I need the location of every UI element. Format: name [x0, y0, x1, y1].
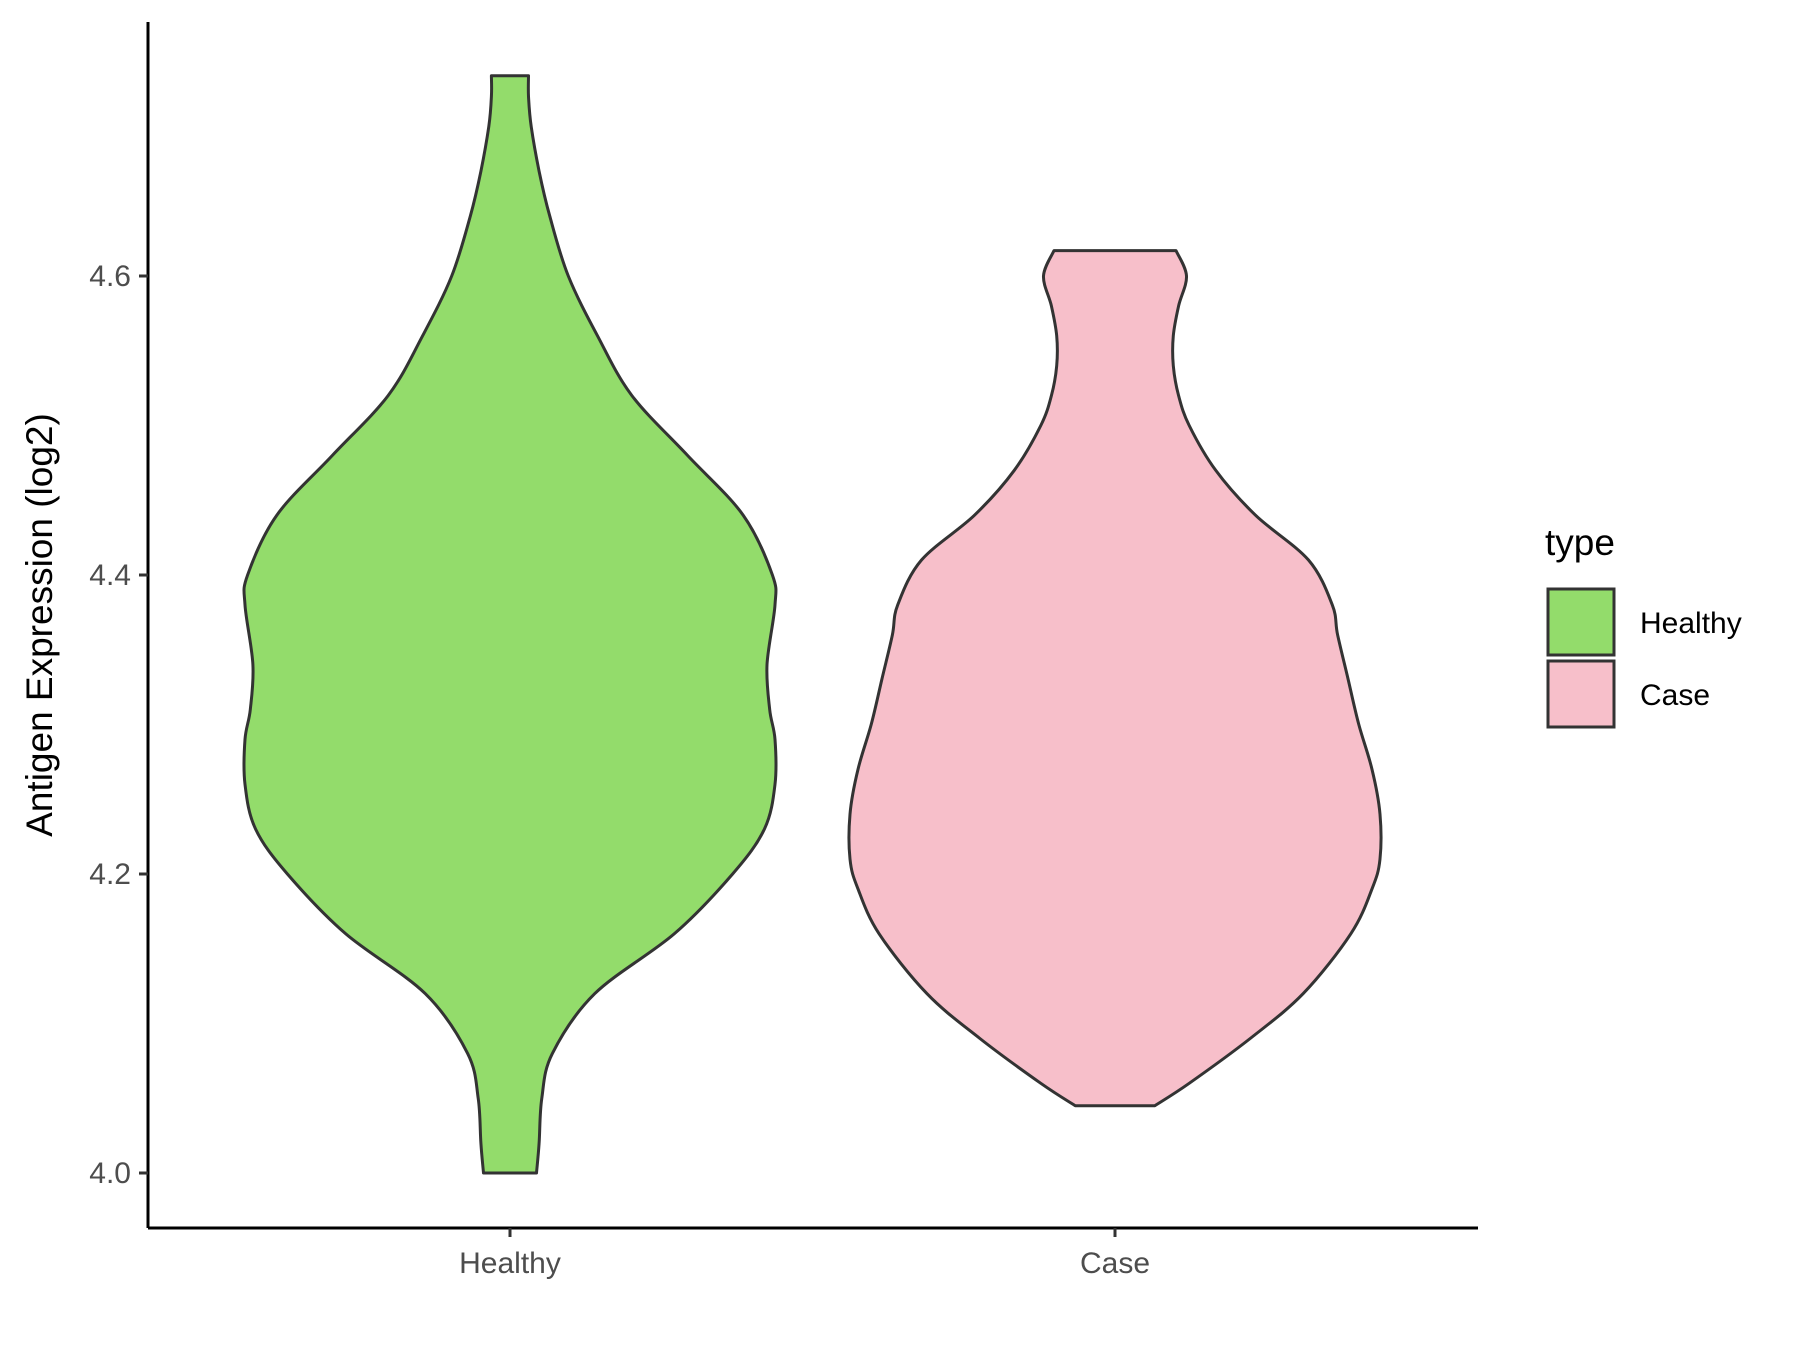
y-axis-title: Antigen Expression (log2)	[19, 413, 60, 837]
y-tick-label: 4.0	[89, 1157, 131, 1190]
legend-title: type	[1545, 522, 1615, 563]
violin-case	[847, 249, 1383, 1108]
y-tick-label: 4.2	[89, 858, 131, 891]
legend: type Healthy Case	[1545, 522, 1742, 729]
y-tick-label: 4.6	[89, 260, 131, 293]
axes-layer: 4.0 4.2 4.4 4.6 Healthy Case	[89, 22, 1478, 1280]
violin-healthy	[242, 74, 778, 1175]
legend-label-healthy: Healthy	[1640, 607, 1742, 640]
legend-label-case: Case	[1640, 679, 1710, 712]
violins-layer	[242, 74, 1383, 1175]
legend-key-case	[1546, 659, 1616, 729]
y-tick-label: 4.4	[89, 559, 131, 592]
x-tick-label: Healthy	[459, 1247, 561, 1280]
x-tick-label: Case	[1080, 1247, 1150, 1280]
legend-key-healthy	[1546, 587, 1616, 657]
